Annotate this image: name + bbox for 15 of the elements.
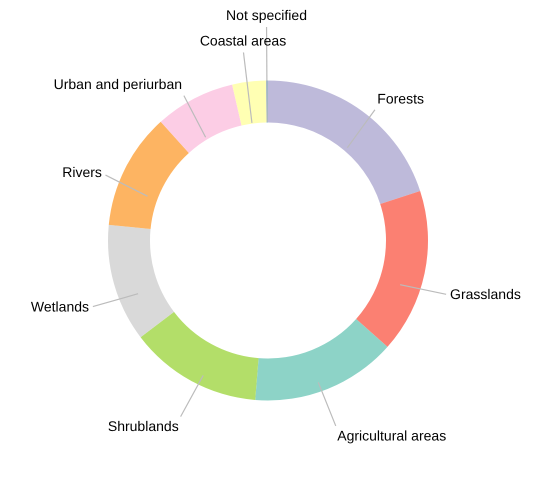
slice-label: Urban and periurban <box>54 76 182 92</box>
donut-slice <box>232 80 267 126</box>
donut-slice <box>108 122 189 229</box>
slice-label: Grasslands <box>450 286 521 302</box>
slice-label: Wetlands <box>30 298 90 315</box>
slice-label: Shrublands <box>108 418 179 434</box>
donut-slice <box>356 190 428 347</box>
slice-label: Forests <box>377 90 424 106</box>
slice-label: Not specified <box>226 7 307 24</box>
donut-slice <box>140 312 259 400</box>
slice-label: Agricultural areas <box>337 428 446 444</box>
donut-slice <box>108 224 174 338</box>
slice-label: Rivers <box>62 164 102 180</box>
slice-label: Coastal areas <box>200 32 286 48</box>
donut-slice <box>255 318 388 400</box>
